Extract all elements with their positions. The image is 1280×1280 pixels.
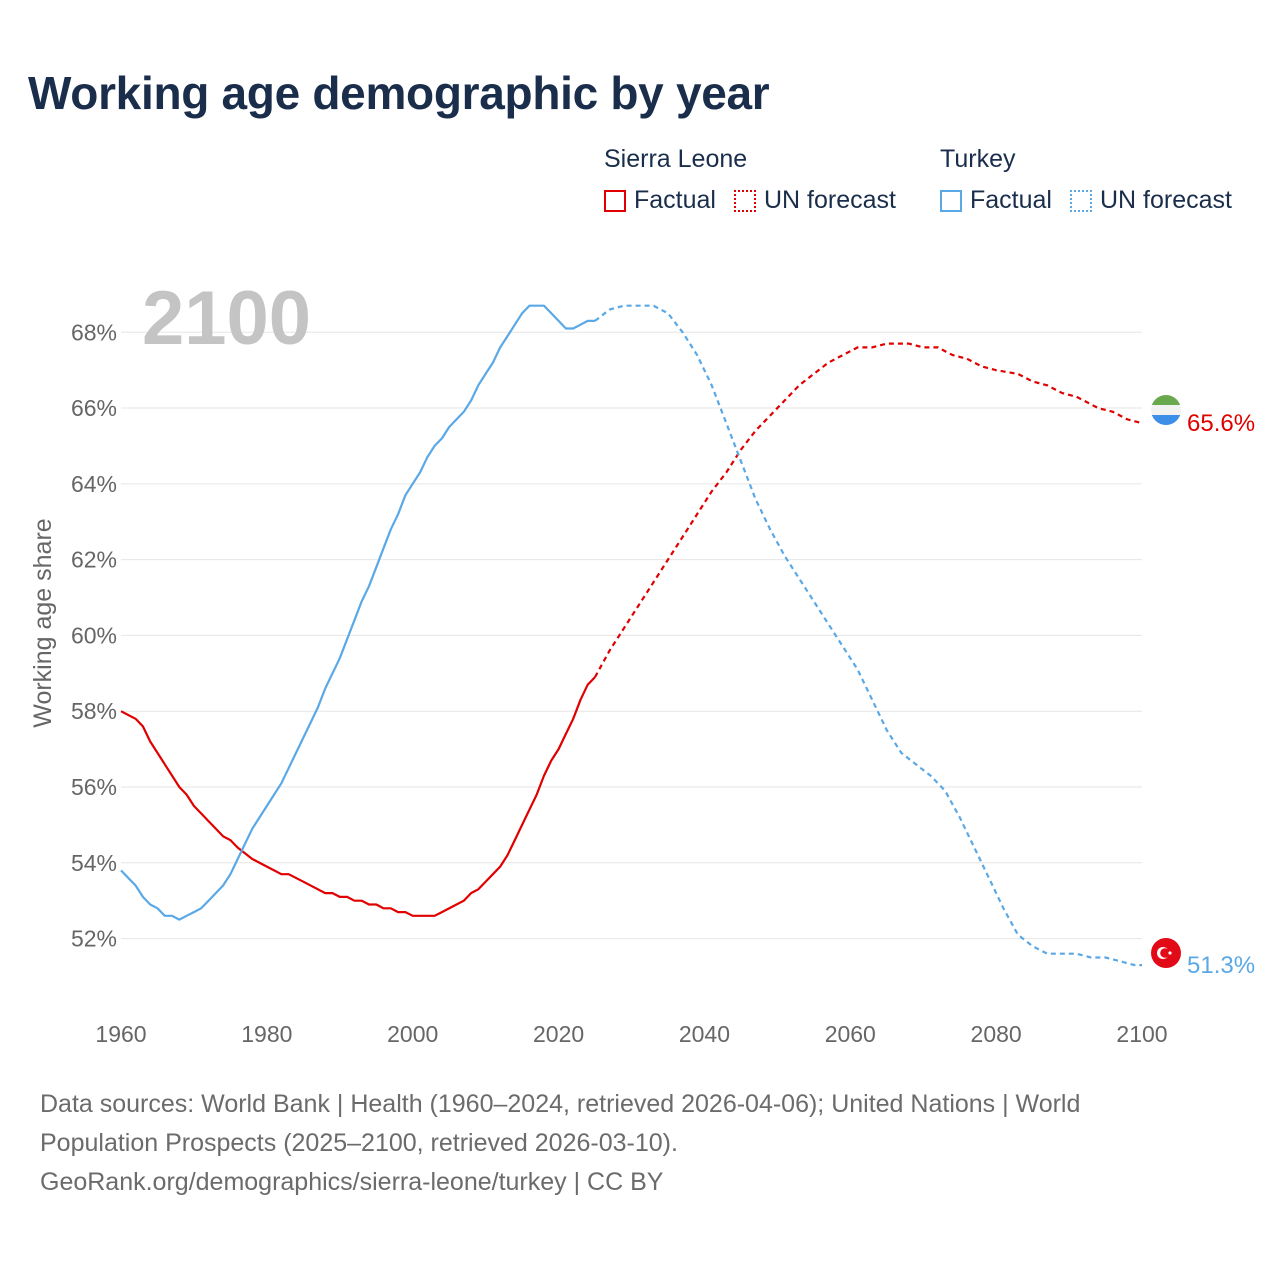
x-tick-label: 2080 xyxy=(971,1021,1022,1047)
x-tick-label: 2100 xyxy=(1116,1021,1167,1047)
sierra-leone-factual-line[interactable] xyxy=(120,676,596,917)
year-watermark: 2100 xyxy=(142,276,311,361)
turkey-factual-line[interactable] xyxy=(120,304,595,921)
legend-swatch-dotted xyxy=(733,189,756,212)
footer-link[interactable]: GeoRank.org/demographics/sierra-leone/tu… xyxy=(40,1168,664,1196)
footer-line: Population Prospects (2025–2100, retriev… xyxy=(40,1129,678,1157)
x-tick-label: 2060 xyxy=(825,1021,876,1047)
legend-item-turkey-factual[interactable]: Factual xyxy=(940,186,1052,215)
x-tick-label: 1960 xyxy=(95,1021,146,1047)
legend-group-turkey: Turkey Factual UN forecast xyxy=(940,144,1250,215)
legend-swatch-solid xyxy=(604,189,626,212)
legend-group-sierra-leone: Sierra Leone Factual UN forecast xyxy=(604,144,914,215)
y-tick-label: 68% xyxy=(71,319,117,345)
sierra-leone-end-label: 65.6% xyxy=(1187,410,1255,437)
y-tick-label: 52% xyxy=(71,926,117,952)
sierra-leone-flag-icon xyxy=(1151,395,1181,425)
y-tick-label: 64% xyxy=(71,471,117,497)
x-tick-label: 2000 xyxy=(387,1021,438,1047)
legend-swatch-solid xyxy=(940,189,962,212)
legend-swatch-dotted xyxy=(1069,189,1092,212)
legend-item-sierra-leone-forecast[interactable]: UN forecast xyxy=(733,186,896,215)
legend-country-label: Turkey xyxy=(940,145,1016,173)
footer-sources: Data sources: World Bank | Health (1960–… xyxy=(40,1085,1250,1202)
legend-label: UN forecast xyxy=(763,186,896,214)
footer-line: Data sources: World Bank | Health (1960–… xyxy=(40,1090,1081,1118)
turkey-end-label: 51.3% xyxy=(1187,952,1255,979)
y-tick-label: 58% xyxy=(71,698,117,724)
sierra-leone-forecast-line[interactable] xyxy=(594,342,1143,678)
legend-country-label: Sierra Leone xyxy=(604,145,748,173)
y-axis-label: Working age share xyxy=(29,518,57,727)
y-tick-label: 66% xyxy=(71,395,117,421)
y-tick-label: 60% xyxy=(71,622,117,648)
legend-label: Factual xyxy=(634,186,716,214)
x-tick-label: 2020 xyxy=(533,1021,584,1047)
legend-label: Factual xyxy=(970,186,1052,214)
y-tick-label: 54% xyxy=(71,850,117,876)
chart-title: Working age demographic by year xyxy=(28,67,770,119)
y-tick-label: 62% xyxy=(71,547,117,573)
x-tick-label: 1980 xyxy=(241,1021,292,1047)
turkey-forecast-line[interactable] xyxy=(594,304,1142,967)
turkey-flag-icon xyxy=(1151,938,1181,968)
legend-item-sierra-leone-factual[interactable]: Factual xyxy=(604,186,716,215)
legend-label: UN forecast xyxy=(1099,186,1232,214)
legend-item-turkey-forecast[interactable]: UN forecast xyxy=(1069,186,1232,215)
x-tick-label: 2040 xyxy=(679,1021,730,1047)
y-tick-label: 56% xyxy=(71,774,117,800)
